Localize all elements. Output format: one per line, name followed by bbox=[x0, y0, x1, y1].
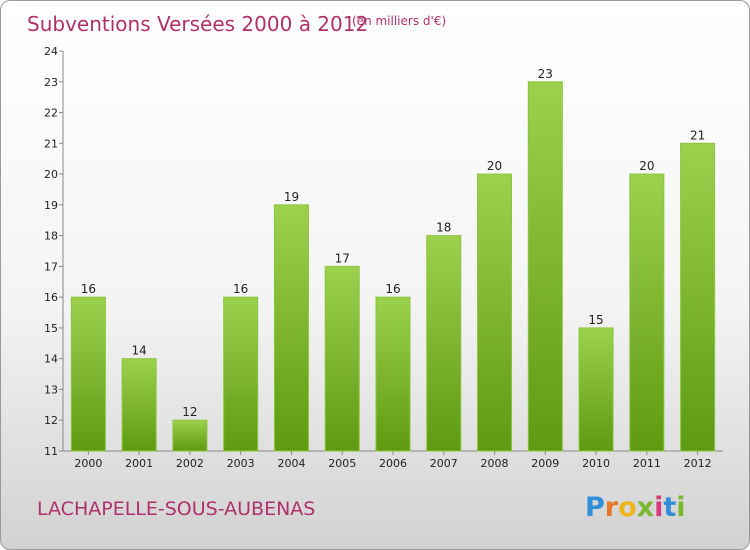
y-tick-label: 24 bbox=[44, 45, 58, 58]
bar-value-label: 20 bbox=[487, 159, 502, 173]
bar bbox=[223, 296, 259, 452]
bar-value-label: 16 bbox=[81, 282, 96, 296]
bar bbox=[527, 81, 563, 452]
x-tick-label: 2007 bbox=[430, 457, 458, 470]
brand-logo: Proxiti bbox=[585, 492, 686, 523]
x-tick-label: 2011 bbox=[633, 457, 661, 470]
y-tick-label: 11 bbox=[44, 445, 58, 458]
x-tick-label: 2006 bbox=[379, 457, 407, 470]
bar-value-label: 21 bbox=[690, 128, 705, 142]
y-tick-label: 17 bbox=[44, 260, 58, 273]
bar bbox=[121, 358, 157, 452]
bar-value-label: 16 bbox=[233, 282, 248, 296]
bar-value-label: 17 bbox=[335, 251, 350, 265]
y-tick-label: 12 bbox=[44, 414, 58, 427]
bar bbox=[172, 419, 208, 452]
x-tick-label: 2005 bbox=[328, 457, 356, 470]
bar-value-label: 19 bbox=[284, 190, 299, 204]
bar bbox=[629, 173, 665, 452]
bar-value-label: 16 bbox=[385, 282, 400, 296]
bar bbox=[477, 173, 513, 452]
bar-value-label: 23 bbox=[538, 67, 553, 81]
logo-letter: i bbox=[654, 492, 663, 523]
y-tick-label: 19 bbox=[44, 199, 58, 212]
bar bbox=[426, 235, 462, 452]
x-tick-label: 2012 bbox=[684, 457, 712, 470]
logo-letter: o bbox=[618, 492, 637, 523]
y-tick-label: 20 bbox=[44, 168, 58, 181]
logo-letter: i bbox=[676, 492, 685, 523]
bar-value-label: 15 bbox=[588, 313, 603, 327]
y-tick-label: 18 bbox=[44, 230, 58, 243]
bar bbox=[578, 327, 614, 452]
bars: 16 14 12 16 19 17 16 18 20 23 15 20 21 bbox=[70, 67, 716, 452]
bar bbox=[273, 204, 309, 452]
chart-subtitle: (en milliers d'€) bbox=[352, 14, 446, 28]
location-name: LACHAPELLE-SOUS-AUBENAS bbox=[37, 498, 315, 520]
bar bbox=[680, 142, 716, 452]
logo-letter: r bbox=[605, 492, 619, 523]
bar bbox=[324, 265, 360, 452]
x-tick-label: 2010 bbox=[582, 457, 610, 470]
logo-letter: P bbox=[585, 492, 605, 523]
bar bbox=[70, 296, 106, 452]
x-tick-label: 2000 bbox=[74, 457, 102, 470]
bar bbox=[375, 296, 411, 452]
y-tick-label: 16 bbox=[44, 291, 58, 304]
bar-value-label: 20 bbox=[639, 159, 654, 173]
x-tick-label: 2002 bbox=[176, 457, 204, 470]
y-tick-label: 14 bbox=[44, 353, 58, 366]
y-tick-label: 22 bbox=[44, 107, 58, 120]
logo-letter: t bbox=[663, 492, 676, 523]
logo-letter: x bbox=[637, 492, 654, 523]
y-tick-label: 23 bbox=[44, 76, 58, 89]
x-tick-label: 2003 bbox=[227, 457, 255, 470]
x-tick-label: 2008 bbox=[481, 457, 509, 470]
axes: 11 12 13 14 15 16 17 18 19 20 21 22 23 24 2000 2001 2002… bbox=[44, 45, 723, 470]
bar-value-label: 12 bbox=[182, 405, 197, 419]
chart-title: Subventions Versées 2000 à 2012 bbox=[27, 12, 368, 36]
x-tick-label: 2009 bbox=[531, 457, 559, 470]
bar-value-label: 18 bbox=[436, 221, 451, 235]
y-tick-label: 21 bbox=[44, 137, 58, 150]
y-tick-label: 13 bbox=[44, 383, 58, 396]
x-tick-label: 2004 bbox=[277, 457, 305, 470]
y-tick-label: 15 bbox=[44, 322, 58, 335]
bar-value-label: 14 bbox=[132, 344, 147, 358]
x-tick-label: 2001 bbox=[125, 457, 153, 470]
